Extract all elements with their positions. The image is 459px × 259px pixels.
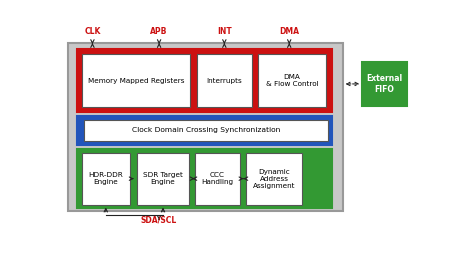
FancyBboxPatch shape xyxy=(77,49,331,112)
Text: Interrupts: Interrupts xyxy=(206,77,241,84)
FancyBboxPatch shape xyxy=(82,54,190,107)
Text: APB: APB xyxy=(150,27,168,36)
FancyBboxPatch shape xyxy=(84,120,328,141)
Text: External
FIFO: External FIFO xyxy=(366,74,402,94)
FancyBboxPatch shape xyxy=(362,62,406,106)
Text: Memory Mapped Registers: Memory Mapped Registers xyxy=(88,77,184,84)
Text: CCC
Handling: CCC Handling xyxy=(201,172,233,185)
Text: CLK: CLK xyxy=(84,27,101,36)
Text: DMA: DMA xyxy=(279,27,298,36)
Text: SDR Target
Engine: SDR Target Engine xyxy=(143,172,183,185)
FancyBboxPatch shape xyxy=(257,54,325,107)
FancyBboxPatch shape xyxy=(77,149,331,207)
FancyBboxPatch shape xyxy=(136,153,189,205)
Text: Dynamic
Address
Assignment: Dynamic Address Assignment xyxy=(252,169,295,189)
Text: HDR-DDR
Engine: HDR-DDR Engine xyxy=(88,172,123,185)
FancyBboxPatch shape xyxy=(246,153,301,205)
FancyBboxPatch shape xyxy=(77,116,331,145)
FancyBboxPatch shape xyxy=(82,153,129,205)
Text: DMA
& Flow Control: DMA & Flow Control xyxy=(265,74,318,87)
FancyBboxPatch shape xyxy=(68,43,342,211)
Text: Clock Domain Crossing Synchronization: Clock Domain Crossing Synchronization xyxy=(132,127,280,133)
FancyBboxPatch shape xyxy=(194,153,240,205)
FancyBboxPatch shape xyxy=(196,54,251,107)
Text: SDA/SCL: SDA/SCL xyxy=(140,215,177,225)
Text: INT: INT xyxy=(217,27,231,36)
